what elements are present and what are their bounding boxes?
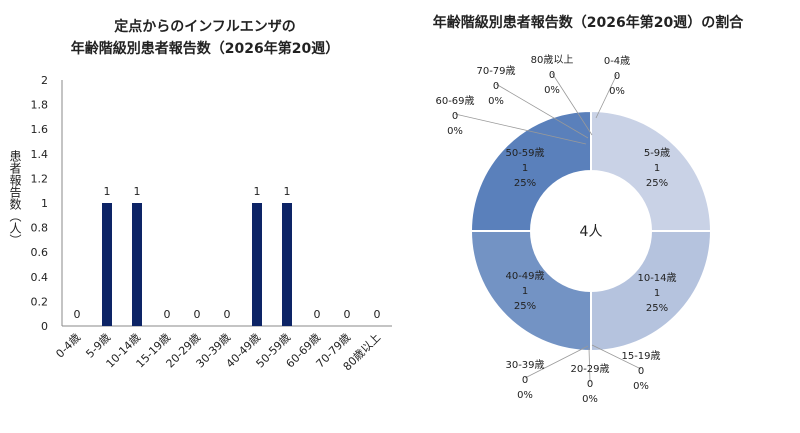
bar-chart-title-line-1: 定点からのインフルエンザの <box>114 18 296 35</box>
donut-chart: 0-4歳 0 0% 5-9歳 1 25% 10-14歳 1 25% 15-19歳 0 0% 20-29歳… <box>435 54 713 405</box>
slice-label-value: 0 <box>452 111 458 122</box>
bar-chart-bars: 0 1 1 0 0 0 1 1 0 0 0 <box>74 185 381 326</box>
bar-data-label: 0 <box>194 308 201 321</box>
bar-data-label: 1 <box>254 185 261 198</box>
bar-chart-title-line-2: 年齢階級別患者報告数（2026年第20週） <box>71 40 339 57</box>
leader-line <box>595 73 618 119</box>
leader-line <box>591 344 642 370</box>
bar-data-label: 0 <box>224 308 231 321</box>
slice-label-percent: 25% <box>514 178 536 189</box>
y-tick-label: 1.4 <box>31 148 49 161</box>
slice-label-category: 5-9歳 <box>644 147 670 159</box>
slice-label-percent: 0% <box>609 86 625 97</box>
donut-slice <box>590 230 713 353</box>
slice-label-percent: 0% <box>488 96 504 107</box>
slice-label-value: 1 <box>522 163 528 174</box>
leader-line <box>495 83 589 139</box>
slice-label-category: 40-49歳 <box>505 270 544 282</box>
slice-label-category: 50-59歳 <box>505 147 544 159</box>
x-tick-label: 0-4歳 <box>53 331 83 361</box>
y-tick-label: 2 <box>41 74 48 87</box>
pie-chart-title: 年齢階級別患者報告数（2026年第20週）の割合 <box>433 14 744 31</box>
y-tick-label: 0 <box>41 320 48 333</box>
bar-data-label: 0 <box>344 308 351 321</box>
slice-label-value: 1 <box>522 286 528 297</box>
slice-label-value: 0 <box>549 70 555 81</box>
slice-label-category: 10-14歳 <box>637 272 676 284</box>
leader-line <box>524 345 589 379</box>
y-tick-label: 1 <box>41 197 48 210</box>
slice-label-value: 0 <box>614 71 620 82</box>
slice-label-percent: 0% <box>544 85 560 96</box>
bar-chart-y-axis-label: 患者報告数（人） <box>8 150 22 246</box>
y-tick-label: 1.8 <box>31 99 49 112</box>
slice-label-category: 80歳以上 <box>531 54 574 66</box>
donut-slice <box>469 230 592 353</box>
bar <box>252 203 262 326</box>
slice-label-percent: 0% <box>447 126 463 137</box>
y-tick-label: 1.6 <box>31 123 49 136</box>
slice-label-percent: 0% <box>517 390 533 401</box>
bar-data-label: 1 <box>104 185 111 198</box>
leader-line <box>551 72 593 136</box>
slice-label-value: 0 <box>638 366 644 377</box>
bar-data-label: 1 <box>134 185 141 198</box>
donut-slice <box>590 109 713 232</box>
bar-chart-axes: 00.20.40.60.811.21.41.61.820-4歳 5-9歳10-14… <box>31 74 392 373</box>
y-tick-label: 0.6 <box>31 246 49 259</box>
bar <box>282 203 292 326</box>
slice-label-category: 20-29歳 <box>570 363 609 375</box>
bar-data-label: 0 <box>74 308 81 321</box>
slice-label-category: 60-69歳 <box>435 95 474 107</box>
donut-center-total: 4人 <box>580 224 603 240</box>
y-tick-label: 0.8 <box>31 222 49 235</box>
slice-label-category: 0-4歳 <box>604 55 630 67</box>
donut-slice <box>469 109 592 232</box>
slice-label-value: 0 <box>522 375 528 386</box>
y-tick-label: 0.4 <box>31 271 49 284</box>
bar-data-label: 1 <box>284 185 291 198</box>
slice-label-category: 15-19歳 <box>621 350 660 362</box>
slice-label-percent: 25% <box>646 303 668 314</box>
leader-line <box>454 113 587 145</box>
y-tick-label: 0.2 <box>31 295 49 308</box>
bar <box>132 203 142 326</box>
slice-label-category: 70-79歳 <box>476 65 515 77</box>
slice-label-value: 1 <box>654 163 660 174</box>
slice-label-percent: 0% <box>582 394 598 405</box>
slice-label-category: 30-39歳 <box>505 359 544 371</box>
slice-label-percent: 25% <box>646 178 668 189</box>
slice-label-value: 0 <box>587 379 593 390</box>
slice-label-percent: 0% <box>633 381 649 392</box>
slice-label-value: 1 <box>654 288 660 299</box>
slice-label-percent: 25% <box>514 301 536 312</box>
bar <box>102 203 112 326</box>
bar-data-label: 0 <box>374 308 381 321</box>
bar-data-label: 0 <box>314 308 321 321</box>
bar-data-label: 0 <box>164 308 171 321</box>
slice-label-value: 0 <box>493 81 499 92</box>
leader-line <box>588 347 591 383</box>
y-tick-label: 1.2 <box>31 172 49 185</box>
